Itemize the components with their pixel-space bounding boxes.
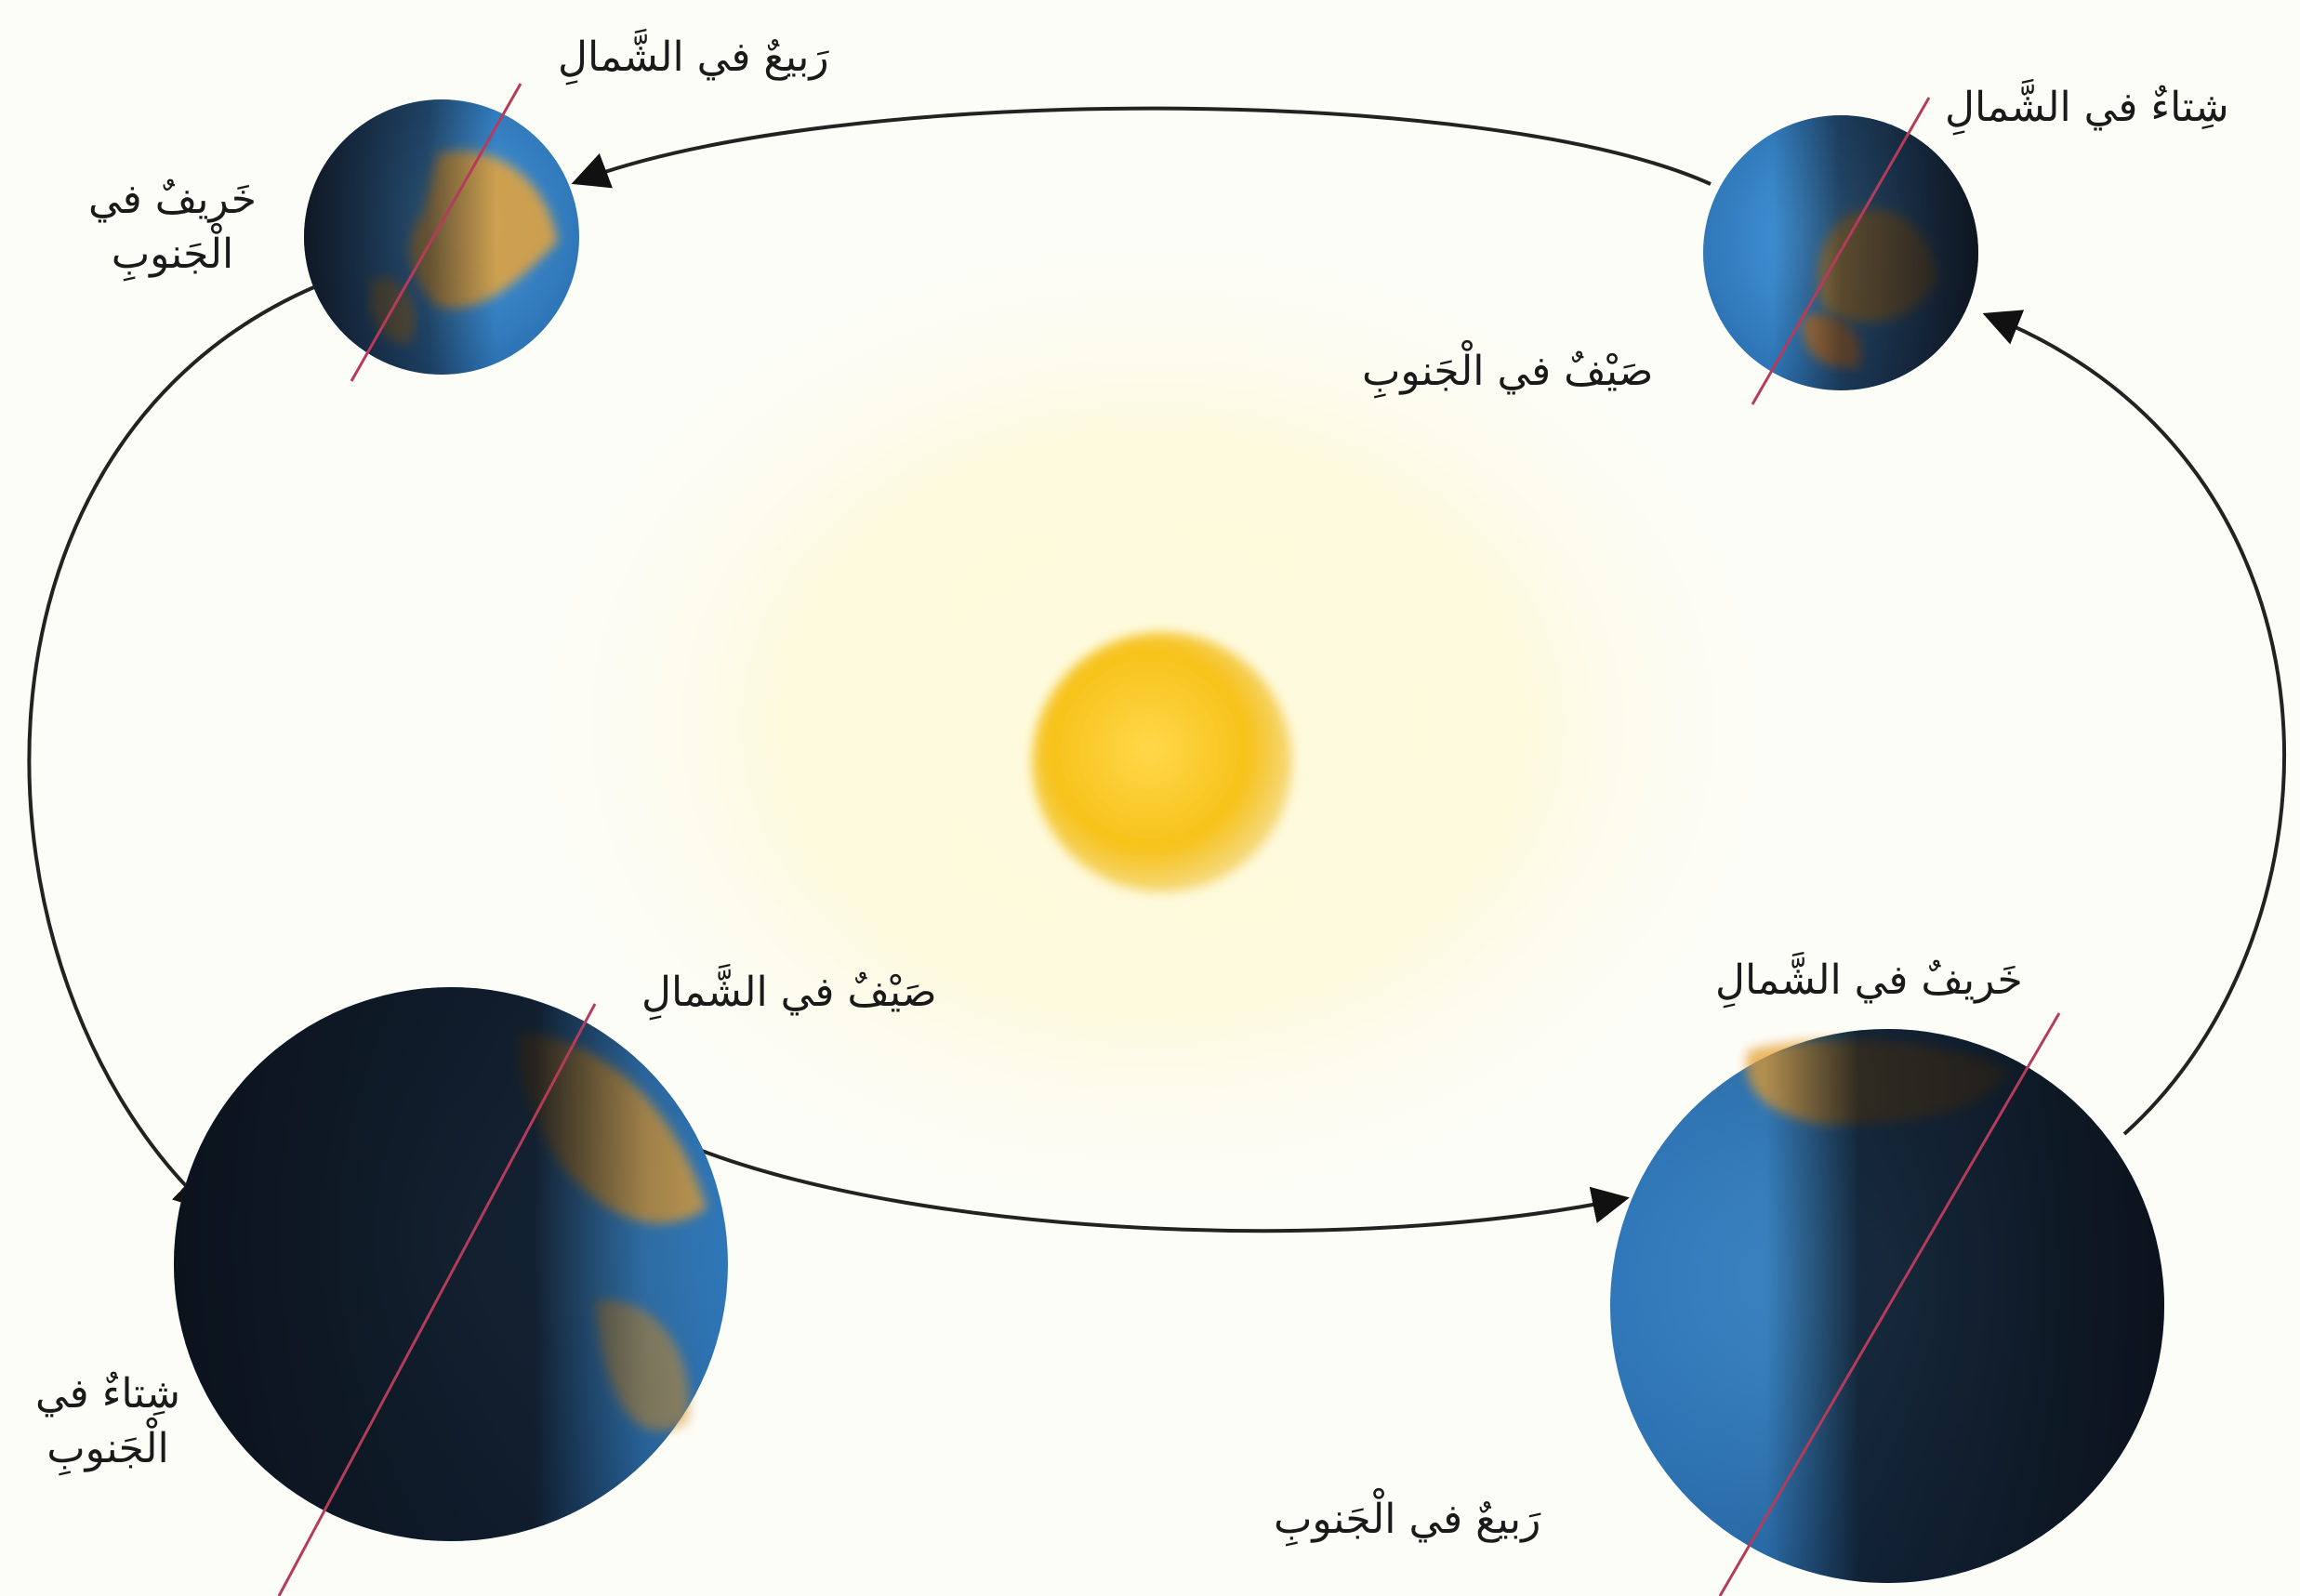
earth-axis (1718, 1012, 2061, 1596)
label-winter-north: شِتاءٌ في الشَّمالِ (1945, 84, 2229, 131)
earth-globe-icon (1703, 97, 1978, 405)
label-summer-south: صَيْفٌ في الْجَنوبِ (1362, 348, 1654, 395)
earth-axis (350, 83, 522, 382)
earth-globe-icon (1610, 1012, 2164, 1596)
orbit-arrow-right (1982, 310, 2287, 1136)
orbit-arrow-bottom (701, 1149, 1630, 1233)
label-autumn-south-line1: خَريفٌ في (88, 176, 257, 223)
label-winter-south: شِتاءٌ في الْجَنوبِ (35, 1366, 180, 1477)
label-autumn-north: خَريفٌ في الشَّمالِ (1715, 956, 2023, 1004)
sun-icon (1032, 632, 1292, 892)
label-summer-north: صَيْفٌ في الشَّمالِ (641, 969, 937, 1016)
orbit-arrow-top (571, 106, 1712, 189)
label-spring-south: رَبيعٌ في الْجَنوبِ (1274, 1496, 1541, 1543)
label-autumn-south: خَريفٌ في الْجَنوبِ (88, 172, 257, 283)
orbit-path (27, 106, 2287, 1233)
earth-globe-icon (174, 987, 728, 1596)
label-winter-south-line2: الْجَنوبِ (46, 1425, 169, 1473)
label-autumn-south-line2: الْجَنوبِ (111, 231, 234, 279)
earth-axis (277, 1003, 597, 1596)
earth-axis (1751, 97, 1931, 405)
label-spring-north: رَبيعٌ في الشَّمالِ (558, 33, 829, 81)
label-winter-south-line1: شِتاءٌ في (35, 1370, 180, 1418)
orbit-arrow-left (27, 284, 317, 1212)
earth-globe-icon (304, 83, 579, 382)
